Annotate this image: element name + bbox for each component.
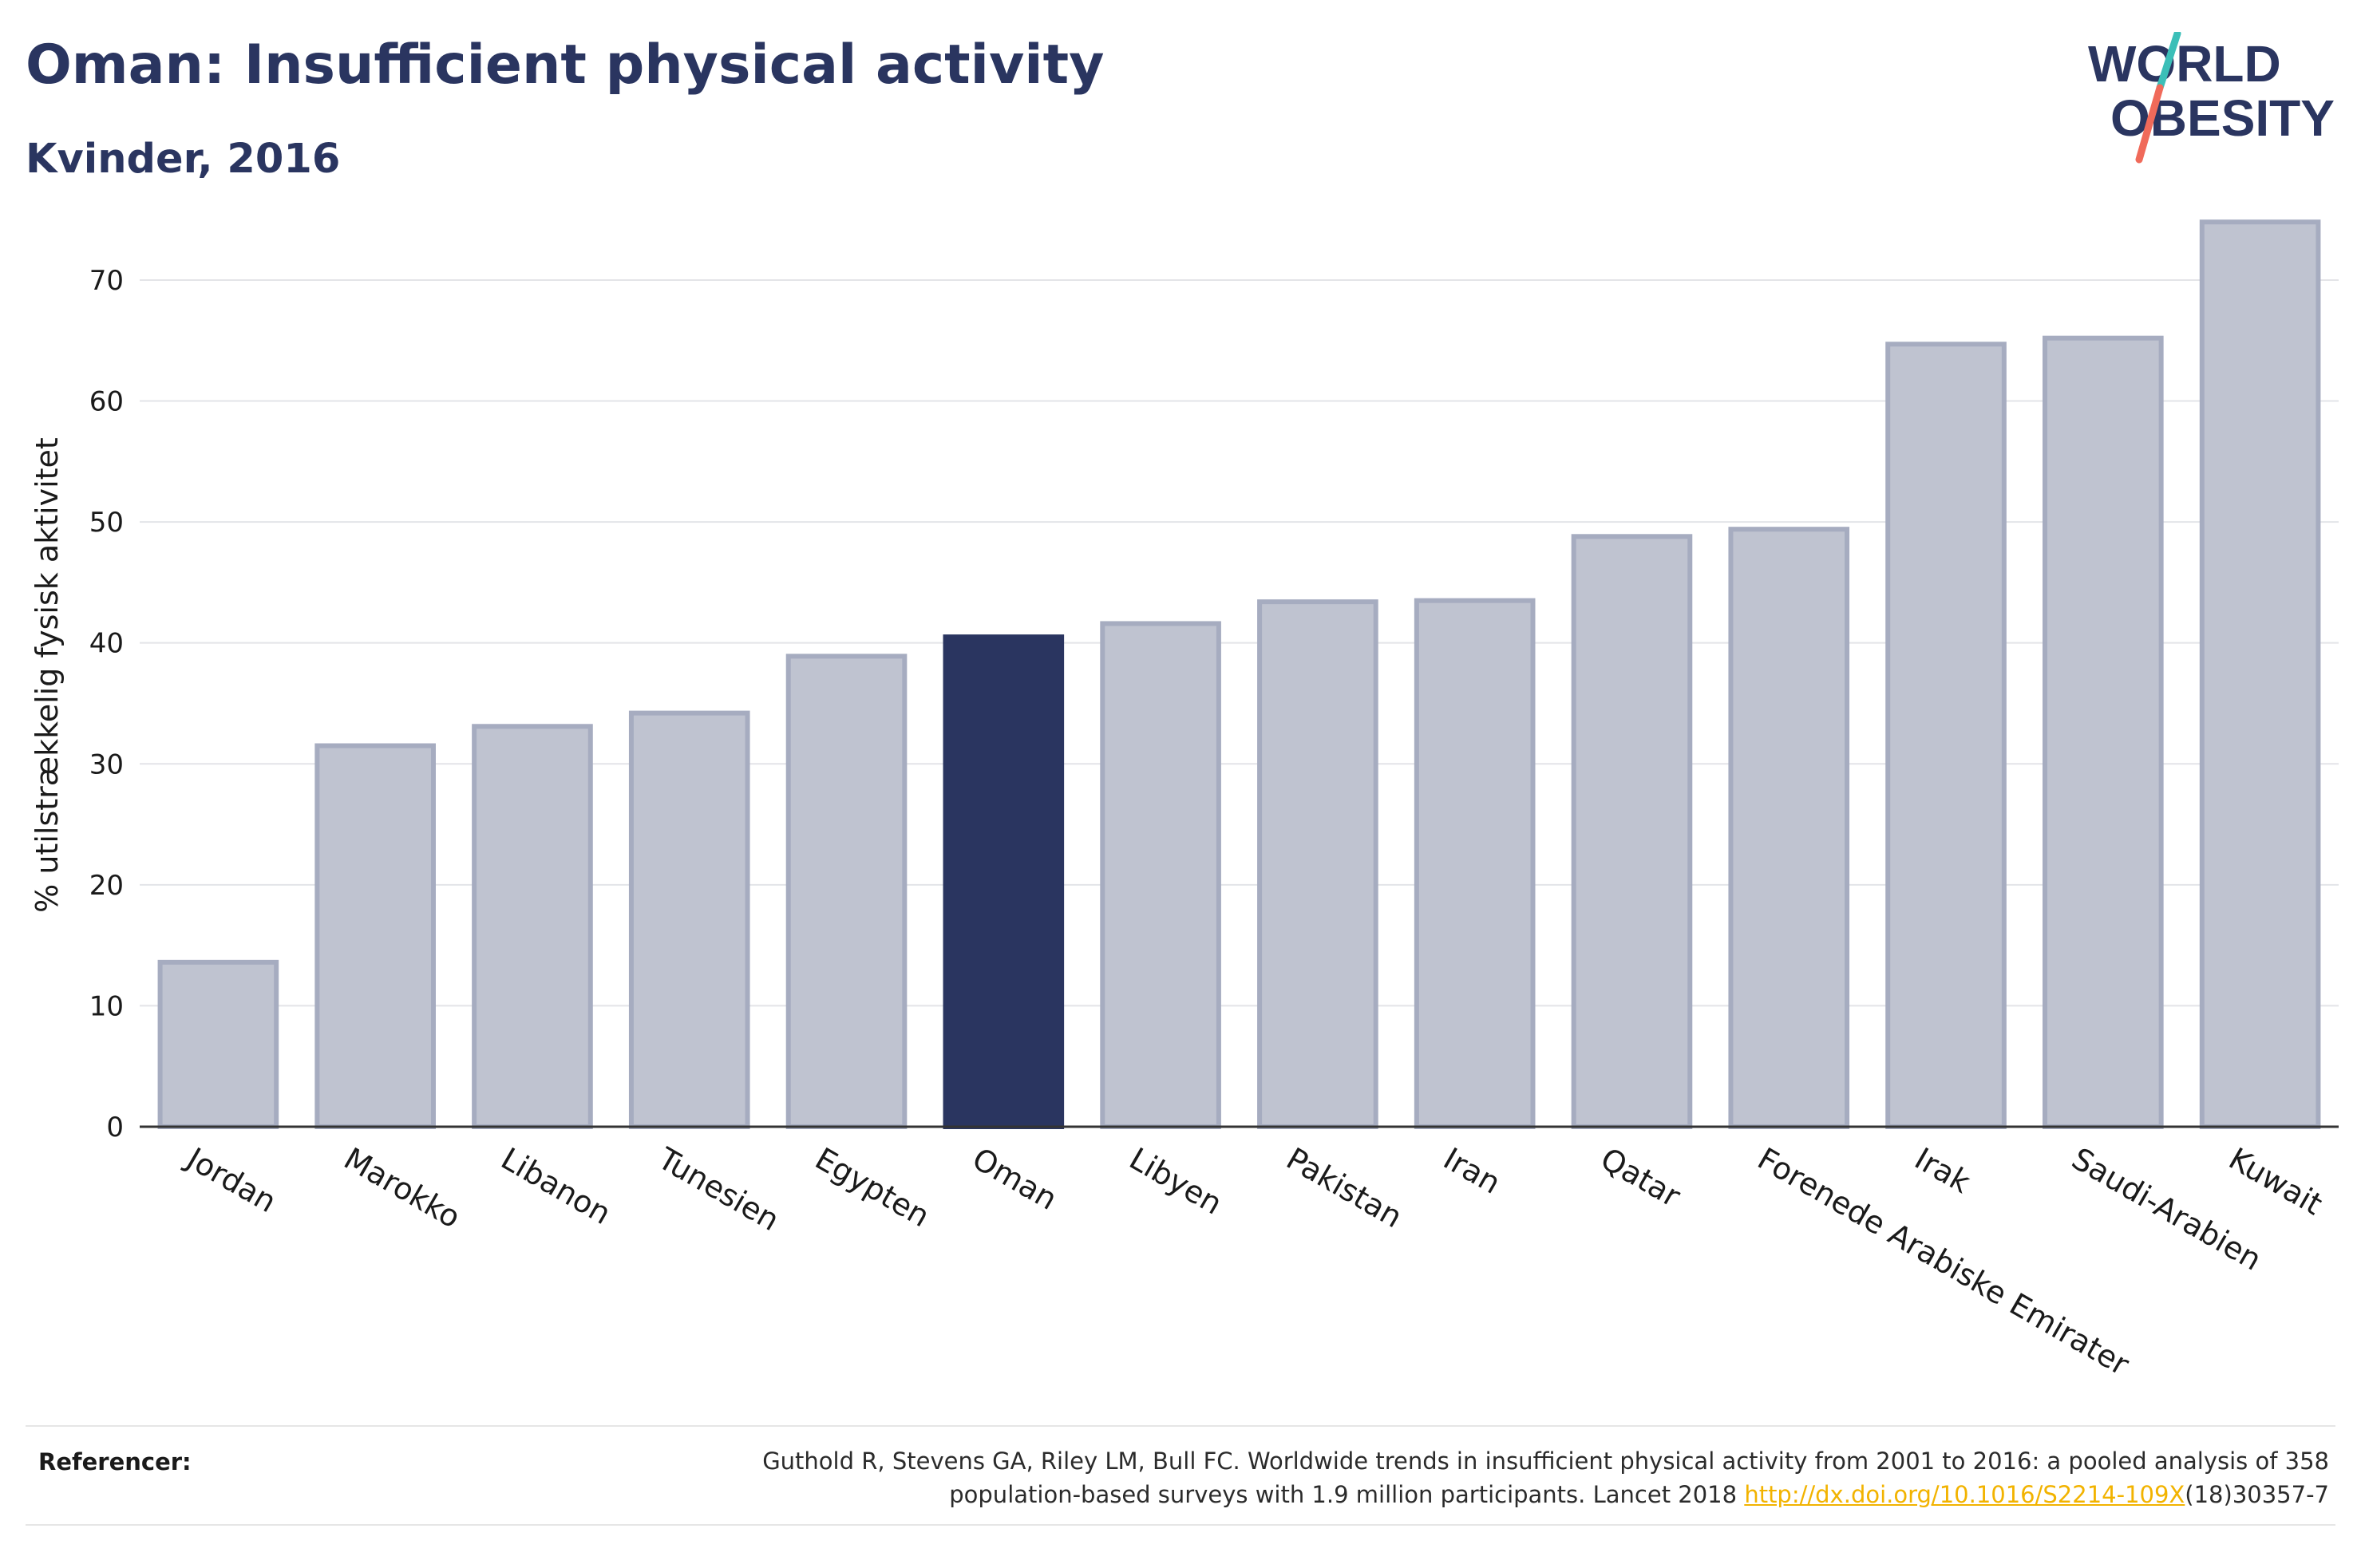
x-tick-label: Marokko [338,1141,467,1235]
bar-forenede-arabiske-emirater [1728,527,1850,1129]
x-tick-label: Kuwait [2223,1141,2328,1222]
bar-jordan [157,959,279,1130]
bar-kuwait [2199,219,2321,1130]
bar-egypten [785,654,908,1129]
bar-irak [1885,342,2007,1129]
bar-qatar [1571,534,1693,1129]
footer-divider-bottom [26,1524,2335,1526]
x-tick-label: Qatar [1595,1141,1687,1215]
y-tick-label: 0 [106,1112,124,1143]
y-tick-label: 40 [89,628,124,660]
bar-marokko [314,743,436,1129]
y-tick-label: 20 [89,870,124,902]
y-tick-label: 70 [89,265,124,297]
reference-line1: Guthold R, Stevens GA, Riley LM, Bull FC… [762,1448,2329,1475]
bar-oman [943,634,1065,1129]
x-tick-label: Iran [1438,1141,1506,1201]
bar-saudi-arabien [2043,335,2164,1129]
x-tick-label: Libanon [495,1141,616,1231]
reference-doi-link[interactable]: http://dx.doi.org/10.1016/S2214-109X [1744,1481,2185,1508]
chart-title: Oman: Insufficient physical activity [26,34,1105,97]
bar-libyen [1100,621,1221,1129]
x-tick-label: Egypten [809,1141,935,1234]
bar-tunesien [628,710,750,1129]
world-obesity-logo: WORLD OBESITY [2088,32,2335,164]
logo-coral-stroke [2135,84,2164,164]
reference-line2: population-based surveys with 1.9 millio… [949,1481,1745,1508]
logo-teal-stroke [2156,32,2181,92]
bar-pakistan [1257,599,1378,1129]
x-tick-label: Libyen [1124,1141,1228,1222]
footer-divider-top [26,1425,2335,1427]
references-label: Referencer: [38,1448,192,1475]
logo-line1: WORLD [2088,35,2281,93]
x-tick-label: Oman [967,1141,1063,1217]
y-tick-label: 60 [89,386,124,418]
bar-libanon [472,724,593,1129]
bar-chart: 0 10 20 30 40 50 60 70 % utilstrækkelig fysisk a… [30,219,2339,1382]
x-tick-label: Tunesien [651,1140,785,1238]
reference-citation: Guthold R, Stevens GA, Riley LM, Bull FC… [493,1444,2329,1511]
y-axis-label: % utilstrækkelig fysisk aktivitet [30,437,65,913]
x-tick-label: Jordan [180,1140,282,1220]
chart-subtitle: Kvinder, 2016 [26,136,341,183]
y-tick-label: 30 [89,748,124,780]
y-tick-label: 10 [89,990,124,1022]
bar-iran [1414,598,1536,1129]
y-tick-label: 50 [89,507,124,539]
reference-line2-end: (18)30357-7 [2185,1481,2329,1508]
x-tick-label: Pakistan [1280,1141,1408,1235]
x-tick-label: Irak [1909,1141,1976,1200]
